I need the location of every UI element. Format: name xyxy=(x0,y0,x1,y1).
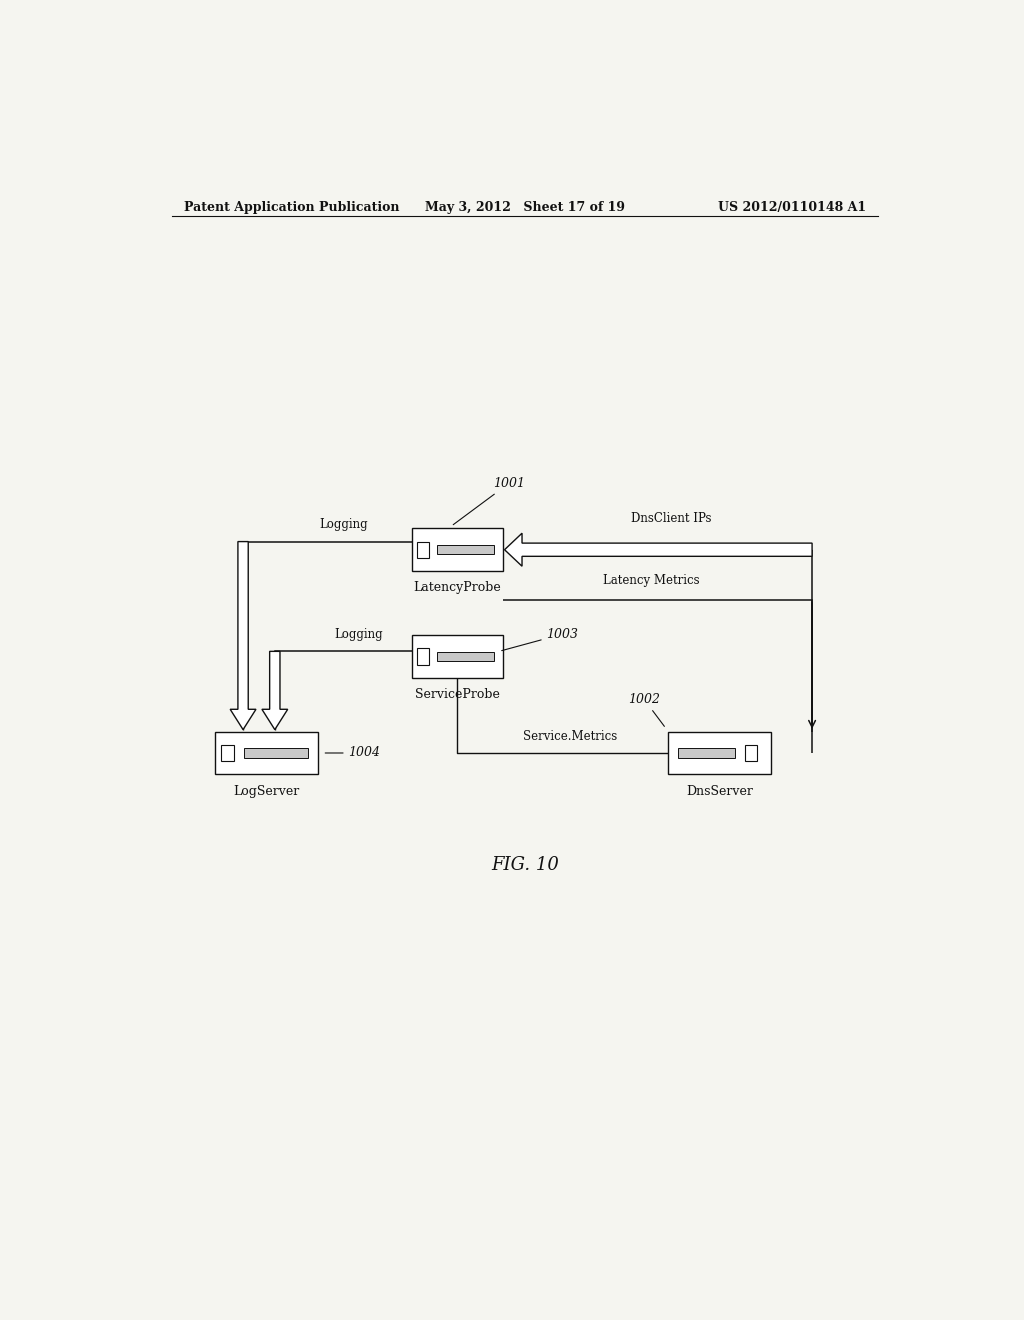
Text: LatencyProbe: LatencyProbe xyxy=(414,581,501,594)
Text: US 2012/0110148 A1: US 2012/0110148 A1 xyxy=(718,201,866,214)
Bar xyxy=(417,648,429,664)
Bar xyxy=(412,528,503,572)
Bar xyxy=(678,748,734,758)
Text: 1002: 1002 xyxy=(628,693,665,726)
Bar xyxy=(668,731,771,775)
FancyArrow shape xyxy=(262,651,288,730)
Bar xyxy=(744,744,758,762)
Text: 1003: 1003 xyxy=(502,627,579,651)
Text: Logging: Logging xyxy=(318,519,368,532)
Bar xyxy=(437,652,494,661)
Bar xyxy=(244,748,308,758)
Text: Service.Metrics: Service.Metrics xyxy=(523,730,617,743)
FancyArrow shape xyxy=(230,541,256,730)
Bar xyxy=(215,731,318,775)
FancyArrow shape xyxy=(505,533,812,566)
Bar xyxy=(417,541,429,558)
Bar xyxy=(412,635,503,677)
Bar xyxy=(221,744,233,762)
Text: ServiceProbe: ServiceProbe xyxy=(415,688,500,701)
Text: 1001: 1001 xyxy=(454,477,525,524)
Bar xyxy=(437,545,494,554)
Text: LogServer: LogServer xyxy=(233,784,300,797)
Text: FIG. 10: FIG. 10 xyxy=(490,855,559,874)
Text: DnsClient IPs: DnsClient IPs xyxy=(632,512,712,525)
Text: 1004: 1004 xyxy=(326,747,381,759)
Text: Latency Metrics: Latency Metrics xyxy=(603,574,700,587)
Text: Logging: Logging xyxy=(335,628,383,642)
Text: DnsServer: DnsServer xyxy=(686,784,753,797)
Text: Patent Application Publication: Patent Application Publication xyxy=(183,201,399,214)
Text: May 3, 2012 Sheet 17 of 19: May 3, 2012 Sheet 17 of 19 xyxy=(425,201,625,214)
